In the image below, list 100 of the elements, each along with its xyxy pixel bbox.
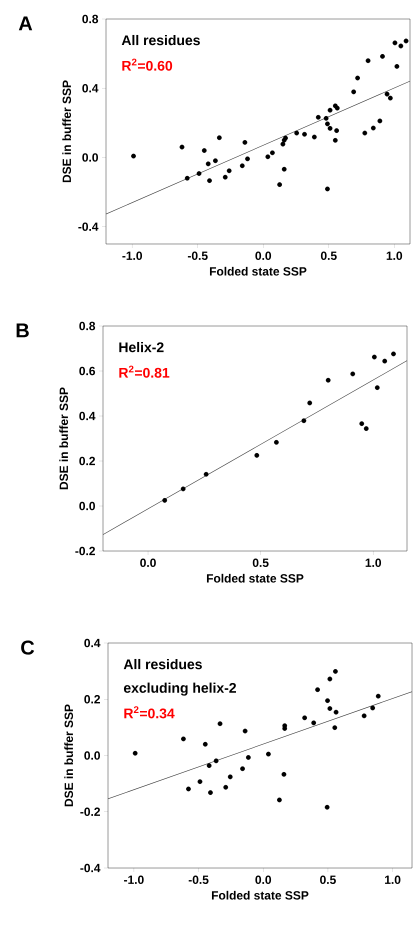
annotation: R$^{2}$=0.60 (122, 58, 172, 71)
point (283, 136, 288, 140)
x-tick-label: 0.0 (140, 558, 156, 567)
point (392, 40, 398, 46)
point (324, 804, 330, 810)
point (374, 385, 380, 390)
point (204, 472, 209, 477)
point (404, 38, 408, 44)
x-tick-label: 1.0 (386, 252, 402, 260)
point (208, 790, 213, 796)
point (226, 168, 232, 174)
x-tick-label: -0.5 (188, 252, 208, 260)
point (301, 418, 306, 424)
y-tick-label: 0.4 (79, 412, 96, 420)
y-axis-title: DSE in buffer SSP (59, 387, 68, 490)
point (398, 44, 404, 48)
annotation: All residues (124, 658, 202, 670)
point (270, 150, 275, 156)
point (394, 64, 400, 69)
point (242, 140, 248, 145)
point (282, 772, 286, 777)
point (370, 126, 376, 130)
y-tick-label: 0.0 (84, 751, 100, 760)
point (266, 752, 271, 757)
point (372, 354, 377, 360)
point (327, 706, 332, 711)
point (132, 750, 138, 756)
y-tick-label: -0.4 (80, 864, 100, 872)
point (315, 687, 320, 692)
point (316, 114, 321, 120)
annotation: All residues (122, 34, 200, 46)
y-tick-label: 0.0 (82, 153, 98, 162)
annotation: R$^{2}$=0.81 (119, 366, 170, 378)
x-tick-label: 1.0 (366, 558, 382, 567)
point (213, 158, 218, 164)
x-tick-label: 0.0 (255, 876, 272, 884)
point (206, 161, 211, 166)
point (222, 174, 228, 180)
y-tick-label: 0.2 (79, 456, 96, 466)
point (274, 440, 279, 445)
point (307, 400, 312, 406)
point (327, 676, 332, 682)
point (181, 736, 186, 742)
y-axis-title: DSE in buffer SSP (64, 704, 74, 806)
point (214, 758, 219, 764)
point (242, 728, 248, 734)
x-tick-label: 0.5 (252, 558, 269, 567)
point (277, 798, 282, 802)
y-tick-label: 0.2 (84, 695, 100, 704)
x-tick-label: -0.5 (188, 876, 209, 884)
point (388, 96, 393, 100)
point (325, 698, 330, 704)
y-tick-label: -0.2 (75, 546, 96, 556)
point (265, 154, 270, 160)
x-tick-label: 0.0 (255, 252, 272, 260)
y-tick-label: 0.0 (79, 502, 95, 510)
chart-title: A (18, 16, 32, 30)
point (350, 372, 356, 376)
point (277, 182, 282, 188)
point (216, 135, 222, 140)
point (302, 715, 308, 720)
point (377, 118, 382, 124)
point (312, 134, 317, 140)
point (351, 89, 356, 94)
point (391, 352, 396, 356)
point (328, 108, 332, 113)
point (223, 784, 228, 790)
point (202, 742, 208, 747)
point (326, 378, 331, 383)
point (334, 106, 340, 111)
point (131, 154, 136, 158)
point (294, 130, 300, 136)
point (325, 121, 330, 126)
point (382, 358, 388, 364)
point (186, 786, 191, 792)
point (218, 721, 222, 726)
point (280, 142, 286, 147)
x-axis-title: Folded state SSP (212, 890, 308, 900)
point (380, 54, 385, 59)
annotation: Helix-2 (119, 342, 164, 352)
point (207, 178, 212, 184)
point (364, 426, 369, 432)
point (240, 766, 245, 772)
point (254, 452, 260, 458)
x-tick-label: -1.0 (122, 252, 142, 260)
point (334, 710, 338, 715)
y-tick-label: 0.8 (79, 322, 96, 330)
x-axis-title: Folded state SSP (206, 574, 304, 583)
point (302, 132, 307, 137)
y-tick-label: 0.6 (79, 366, 96, 376)
y-tick-label: -0.4 (78, 222, 98, 231)
point (184, 176, 190, 181)
point (325, 186, 330, 192)
point (162, 498, 168, 503)
point (384, 92, 390, 97)
point (198, 779, 202, 784)
point (333, 669, 338, 674)
x-tick-label: -1.0 (124, 876, 144, 884)
point (362, 713, 367, 718)
point (376, 694, 381, 699)
